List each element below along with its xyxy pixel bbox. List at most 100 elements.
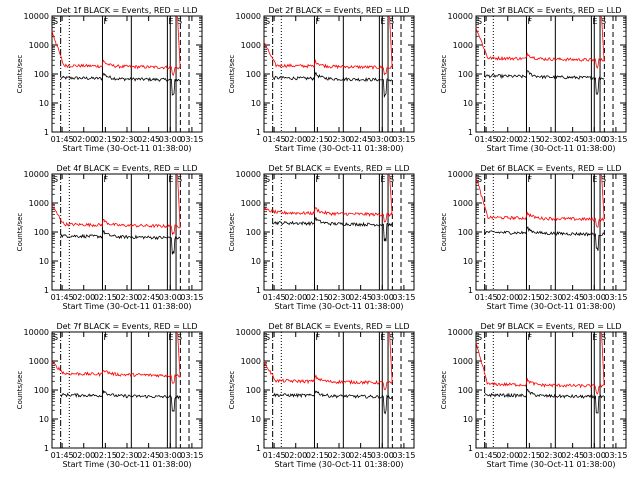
panel-7-xtick-label: 02:00 [72,451,95,460]
panel-3-ytick-label: 1000 [453,41,473,50]
panel-6-marker-label: S [601,175,606,184]
panel-2-marker-label: S [389,17,394,26]
panel-8-ytick-label: 100 [246,386,261,395]
panel-1-series-events [60,72,181,96]
panel-3-marker-label: S [477,17,482,26]
panel-1-xtick-label: 02:00 [72,135,95,144]
panel-9-ytick-label: 10000 [448,328,473,337]
panel-9-marker-label: S [601,333,606,342]
panel-9-xtick-label: 02:30 [539,451,562,460]
panel-2-marker-label: S [265,17,270,26]
panel-8-xtick-label: 02:30 [327,451,350,460]
panel-5-series-lld [263,173,393,223]
panel-2-ylabel: Counts/sec [228,55,236,94]
panel-8-ylabel: Counts/sec [228,371,236,410]
panel-6-ylabel: Counts/sec [440,213,448,252]
panel-9-ytick-label: 100 [458,386,473,395]
panel-1-xtick-label: 02:45 [137,135,160,144]
panel-3-xtick-label: 03:00 [583,135,606,144]
panel-3-marker-label: S [601,17,606,26]
panel-1-xtick-label: 03:00 [159,135,182,144]
panel-8-series-events [272,389,393,415]
panel-4-ytick-label: 1 [44,286,49,295]
panel-9-series-lld [475,331,605,395]
panel-4-marker-label: E [168,175,173,184]
panel-8-xlabel: Start Time (30-Oct-11 01:38:00) [274,460,403,469]
panel-1-xtick-label: 02:30 [115,135,138,144]
panel-4-xtick-label: 02:30 [115,293,138,302]
panel-9-ytick-label: 1000 [453,357,473,366]
panel-5-ytick-label: 1 [256,286,261,295]
panel-5-title: Det 5f BLACK = Events, RED = LLD [268,164,409,173]
panel-5-ytick-label: 10000 [236,170,261,179]
panel-2-xtick-label: 02:45 [349,135,372,144]
panel-2-ytick-label: 1 [256,128,261,137]
panel-2-xtick-label: 02:15 [306,135,329,144]
panel-6-ytick-label: 10000 [448,170,473,179]
panel-9-ytick-label: 10 [463,415,473,424]
panel-6-marker-label: F [527,175,532,184]
panel-1-ytick-label: 10 [39,99,49,108]
panel-2-frame [263,15,415,133]
panel-3-ytick-label: 10 [463,99,473,108]
panel-3-marker-label: E [592,17,597,26]
panel-9-xtick-label: 03:00 [583,451,606,460]
panel-7-ytick-label: 1 [44,444,49,453]
panel-6-title: Det 6f BLACK = Events, RED = LLD [480,164,621,173]
panel-7-series-lld [51,331,181,384]
panel-7-ytick-label: 100 [34,386,49,395]
panel-8-xtick-label: 01:45 [263,451,286,460]
panel-9-frame [475,331,627,449]
panel-8-xtick-label: 02:15 [306,451,329,460]
panel-3-xtick-label: 02:00 [496,135,519,144]
panel-1-series-lld [51,15,181,77]
panel-5-xtick-label: 02:30 [327,293,350,302]
panel-2-xtick-label: 01:45 [263,135,286,144]
panel-7-ytick-label: 10000 [24,328,49,337]
panel-1-title: Det 1f BLACK = Events, RED = LLD [56,6,197,15]
panel-5-xlabel: Start Time (30-Oct-11 01:38:00) [274,302,403,311]
panel-2-marker-label: F [315,17,320,26]
panel-3-title: Det 3f BLACK = Events, RED = LLD [480,6,621,15]
panel-4-frame [51,173,203,291]
panel-7-xtick-label: 03:00 [159,451,182,460]
panel-3-ytick-label: 1 [468,128,473,137]
panel-7-ytick-label: 10 [39,415,49,424]
panel-7-marker-label: S [53,333,58,342]
panel-4-ytick-label: 10000 [24,170,49,179]
panel-3-xtick-label: 02:15 [518,135,541,144]
panel-8-frame [263,331,415,449]
panel-1-xtick-label: 02:15 [94,135,117,144]
panel-9-ylabel: Counts/sec [440,371,448,410]
panel-7-xtick-label: 01:45 [51,451,74,460]
panel-5-marker-label: S [265,175,270,184]
panel-5-xtick-label: 02:45 [349,293,372,302]
panel-1-marker-label: E [168,17,173,26]
panel-6-xtick-label: 01:45 [475,293,498,302]
panel-6-xlabel: Start Time (30-Oct-11 01:38:00) [486,302,615,311]
panel-2-series-events [272,71,393,99]
panel-5-marker-label: F [315,175,320,184]
panel-2-xtick-label: 03:15 [392,135,415,144]
panel-1-ytick-label: 100 [34,70,49,79]
panel-8-xtick-label: 02:45 [349,451,372,460]
panel-6-xtick-label: 02:15 [518,293,541,302]
panel-7-title: Det 7f BLACK = Events, RED = LLD [56,322,197,331]
panel-3-ytick-label: 100 [458,70,473,79]
panel-7-ylabel: Counts/sec [16,371,24,410]
panel-5-marker-label: S [389,175,394,184]
panel-2-xtick-label: 02:30 [327,135,350,144]
panel-1-marker-label: S [53,17,58,26]
panel-8-xtick-label: 03:00 [371,451,394,460]
panel-8-marker-label: S [389,333,394,342]
panel-9-title: Det 9f BLACK = Events, RED = LLD [480,322,621,331]
panel-1-xlabel: Start Time (30-Oct-11 01:38:00) [62,144,191,153]
panel-2-xtick-label: 02:00 [284,135,307,144]
panel-8-xtick-label: 02:00 [284,451,307,460]
panel-2-ytick-label: 10 [251,99,261,108]
panel-6-ytick-label: 10 [463,257,473,266]
panel-5-series-events [272,216,393,242]
panel-1-xtick-label: 01:45 [51,135,74,144]
panel-6-xtick-label: 03:00 [583,293,606,302]
